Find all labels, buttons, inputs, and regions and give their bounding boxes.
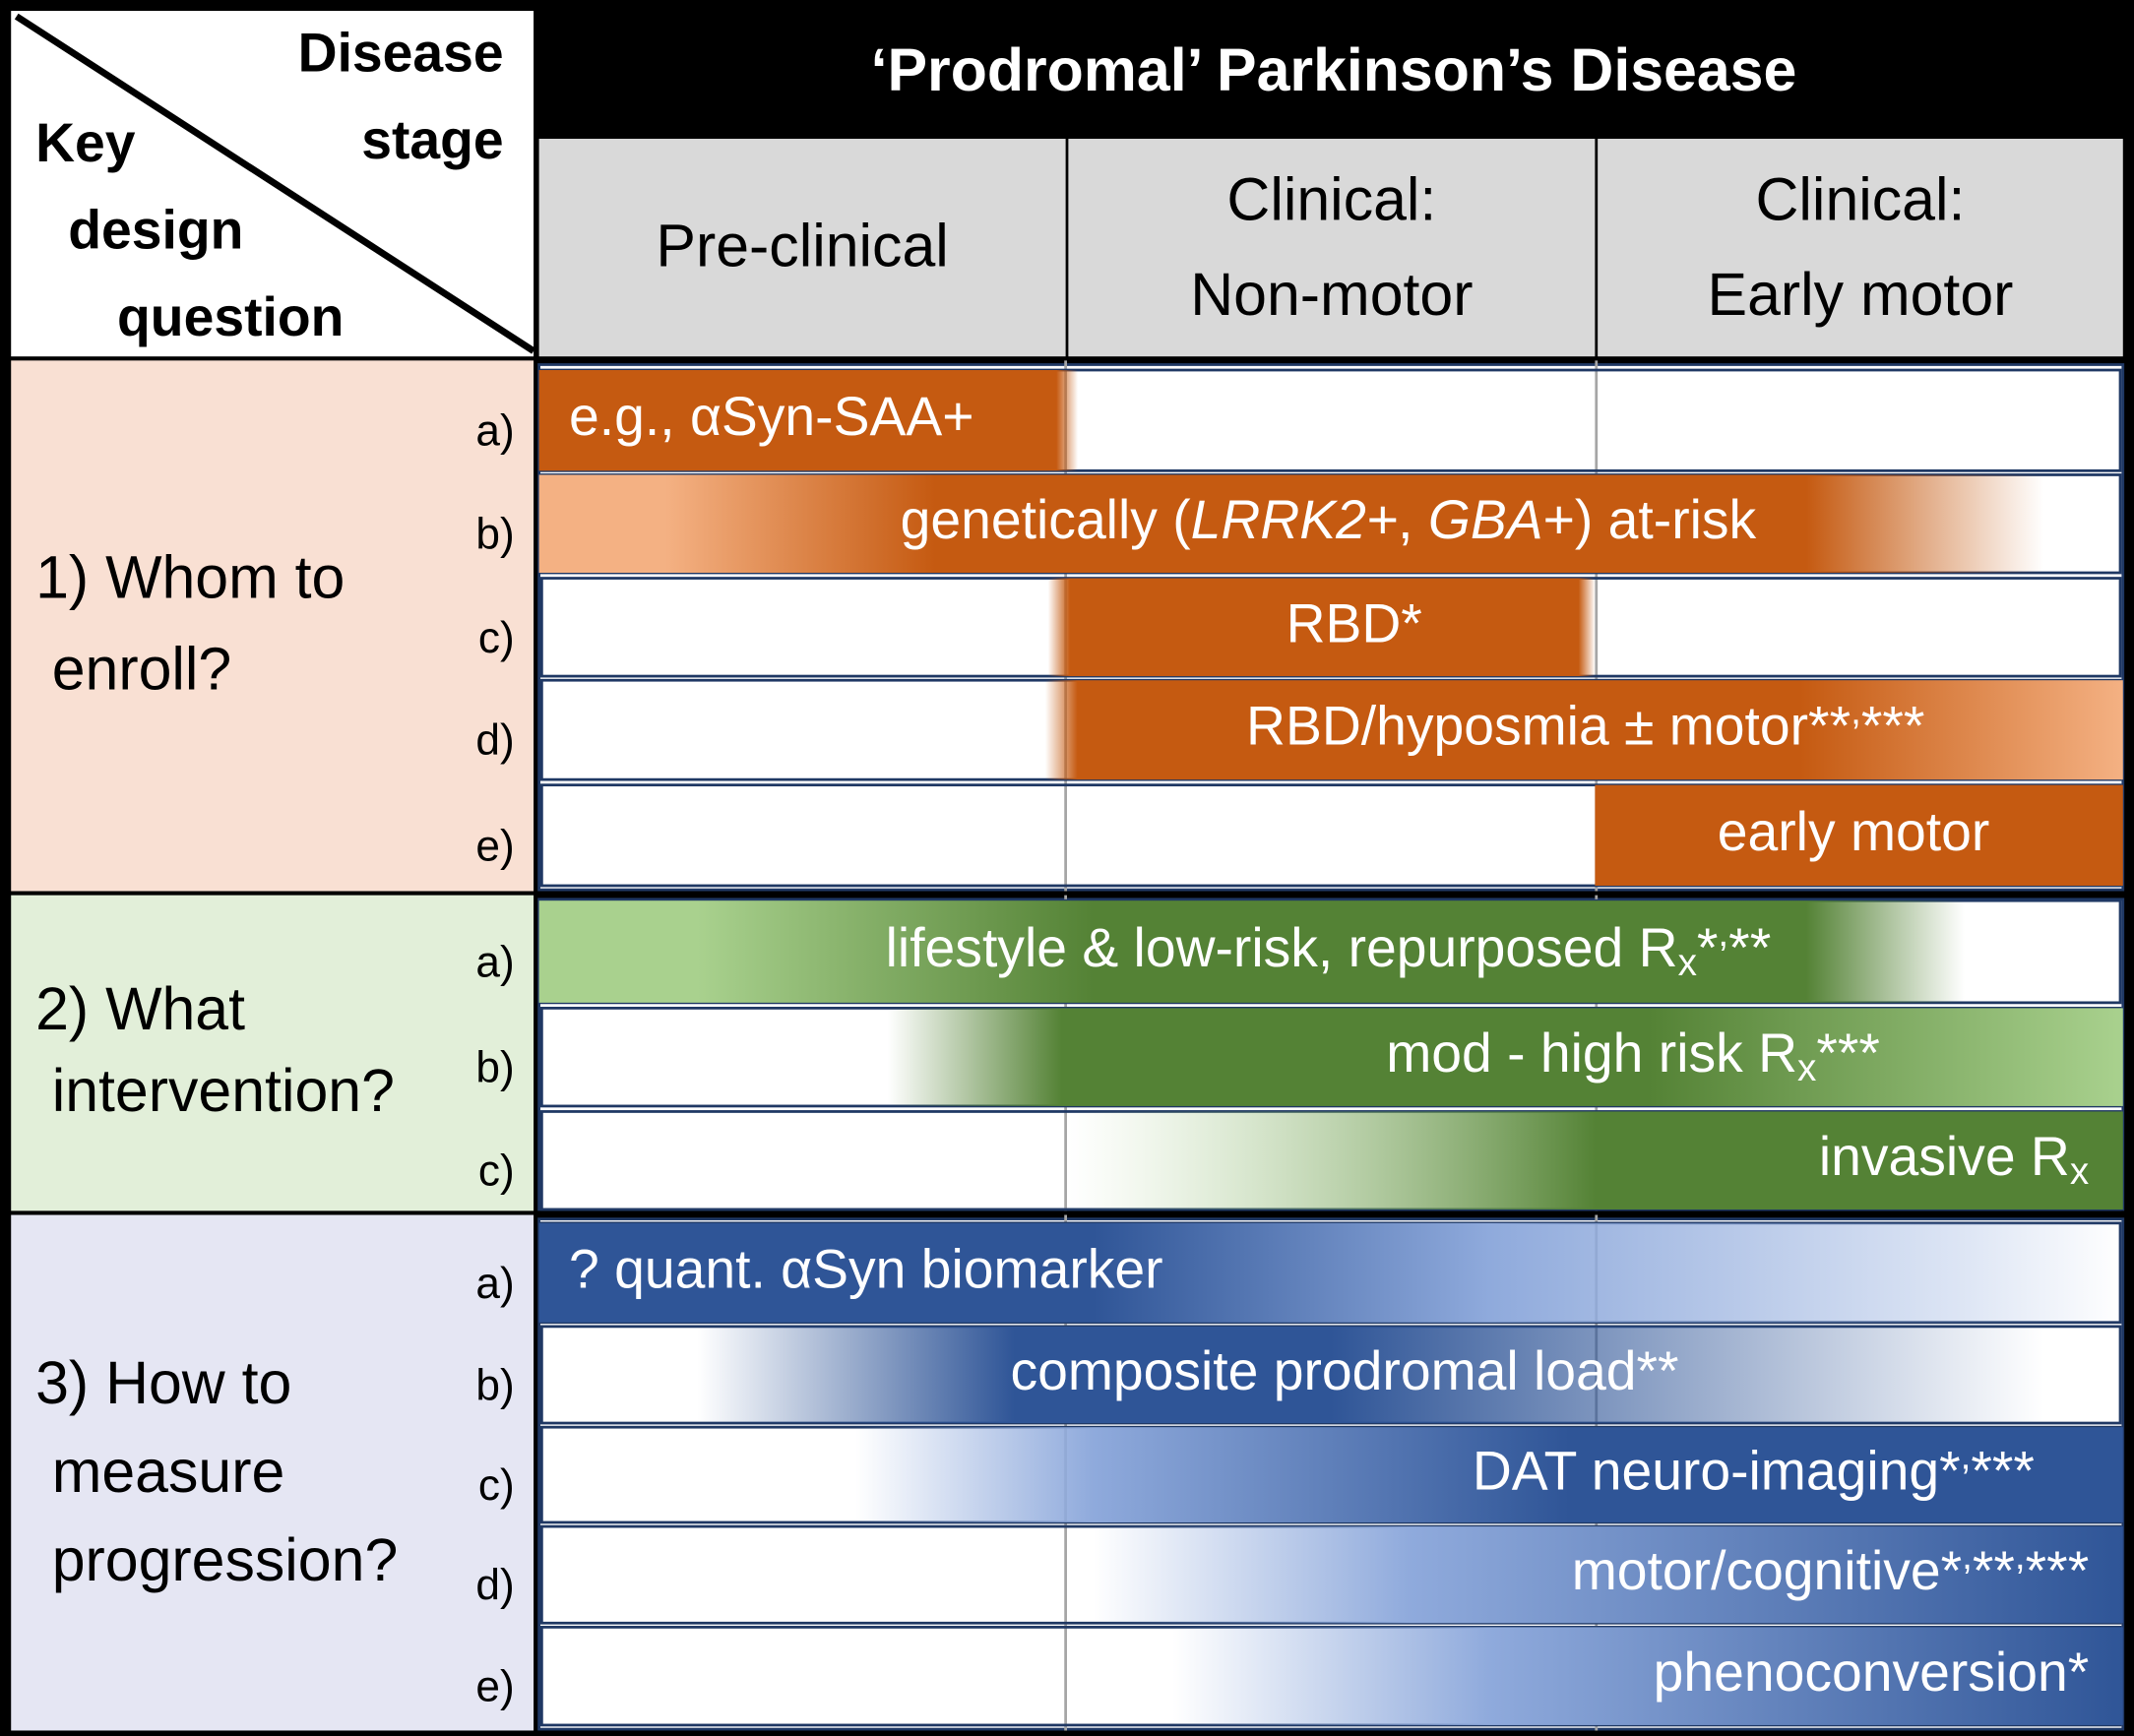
stage-label: Disease [298, 23, 504, 84]
row-letter: a) [475, 1260, 514, 1308]
stage-header-cell [1068, 139, 1596, 357]
bar [538, 1008, 2123, 1106]
text-part: , [1961, 1435, 1972, 1477]
row-text: e.g., αSyn-SAA+ [569, 386, 973, 447]
row-letter: b) [475, 1361, 514, 1409]
text-part: RBD* [1287, 592, 1422, 653]
text-part: GBA [1428, 489, 1543, 550]
stage-header: Pre-clinical [656, 212, 948, 279]
text-part: DAT neuro-imaging* [1473, 1440, 1961, 1501]
section-label: 3) How to [35, 1349, 291, 1416]
row-text: genetically (LRRK2+, GBA+) at-risk [901, 489, 1757, 550]
section-label-cell [11, 1214, 534, 1731]
bar [538, 370, 1079, 471]
corner-diagonal [14, 13, 535, 354]
row-text: DAT neuro-imaging*,*** [1473, 1435, 2035, 1501]
text-part: , [1962, 1535, 1973, 1578]
bar [1068, 1111, 2123, 1209]
row-letter: b) [475, 511, 514, 559]
section-label: measure [52, 1438, 285, 1505]
row-letter: c) [478, 1147, 515, 1196]
row-text: ? quant. αSyn biomarker [569, 1238, 1163, 1299]
row-letter: b) [475, 1044, 514, 1092]
row-text: mod - high risk Rx*** [1386, 1023, 1880, 1089]
bar [538, 900, 2123, 1003]
text-part: *** [1861, 695, 1925, 756]
section-label: 1) Whom to [35, 544, 345, 611]
text-part: ** [1973, 1540, 2015, 1601]
text-part: ? quant. αSyn biomarker [569, 1238, 1163, 1299]
question-label: Key [35, 112, 136, 173]
bar [538, 1222, 2123, 1323]
section-label: progression? [52, 1526, 399, 1593]
bar [1047, 578, 1596, 677]
text-part: genetically ( [901, 489, 1192, 550]
text-part: phenoconversion* [1654, 1642, 2090, 1703]
stage-header: Non-motor [1190, 261, 1473, 328]
text-part: x [1797, 1047, 1816, 1089]
section-label-cell [11, 360, 534, 892]
text-part: composite prodromal load** [1010, 1340, 1678, 1401]
row-text: RBD/hyposmia ± motor**,*** [1246, 690, 1924, 756]
title: ‘Prodromal’ Parkinson’s Disease [871, 36, 1797, 103]
text-part: lifestyle & low-risk, repurposed R [886, 917, 1678, 978]
row-letter: e) [475, 822, 514, 870]
bar [538, 1427, 2123, 1522]
text-part: LRRK2+ [1191, 489, 1399, 550]
stage-header-cell [1598, 139, 2123, 357]
stage-header: Clinical: [1226, 165, 1436, 232]
row-letter: d) [475, 716, 514, 765]
row-letter: e) [475, 1663, 514, 1711]
bar [538, 474, 2123, 574]
row-text: invasive Rx [1819, 1126, 2089, 1193]
section-label: intervention? [52, 1057, 395, 1124]
text-part: * [1697, 917, 1719, 978]
stage-header: Early motor [1708, 261, 2014, 328]
question-label: design [68, 199, 243, 260]
text-part: motor/cognitive* [1572, 1540, 1962, 1601]
text-part: early motor [1718, 800, 1990, 861]
row-letter: a) [475, 407, 514, 456]
text-part: , [1398, 489, 1428, 550]
text-part: +) at-risk [1543, 489, 1757, 550]
bar [538, 1526, 2123, 1624]
text-part: ** [1728, 917, 1771, 978]
row-letter: d) [475, 1562, 514, 1610]
bar [538, 1627, 2123, 1725]
text-part: *** [1971, 1440, 2035, 1501]
text-part: x [1678, 942, 1697, 984]
section-label: enroll? [52, 635, 232, 702]
section-label-cell [11, 895, 534, 1211]
row-letter: c) [478, 1461, 515, 1510]
row-letter: a) [475, 939, 514, 987]
row-text: lifestyle & low-risk, repurposed Rx*,** [886, 912, 1772, 984]
row-letter: c) [478, 614, 515, 662]
text-part: RBD/hyposmia ± motor** [1246, 695, 1851, 756]
row-text: early motor [1718, 800, 1990, 861]
stage-label: stage [361, 109, 503, 170]
text-part: , [1718, 912, 1728, 955]
row-text: motor/cognitive*,**,*** [1572, 1535, 2089, 1601]
text-part: x [2070, 1150, 2089, 1193]
question-label: question [117, 286, 344, 347]
text-part: e.g., αSyn-SAA+ [569, 386, 973, 447]
bar [1044, 680, 2123, 780]
text-part: *** [2026, 1540, 2090, 1601]
stage-header-cell [538, 139, 1066, 357]
row-text: phenoconversion* [1654, 1642, 2090, 1703]
text-part: invasive R [1819, 1126, 2070, 1187]
section-label: 2) What [35, 975, 245, 1042]
text-part: mod - high risk R [1386, 1023, 1797, 1084]
text-part: , [2015, 1535, 2026, 1578]
row-text: RBD* [1287, 592, 1422, 653]
bar [538, 1326, 2123, 1424]
text-part: *** [1816, 1023, 1880, 1084]
bar [1595, 784, 2123, 886]
text-part: , [1851, 690, 1861, 732]
row-text: composite prodromal load** [1010, 1340, 1678, 1401]
stage-header: Clinical: [1756, 165, 1966, 232]
